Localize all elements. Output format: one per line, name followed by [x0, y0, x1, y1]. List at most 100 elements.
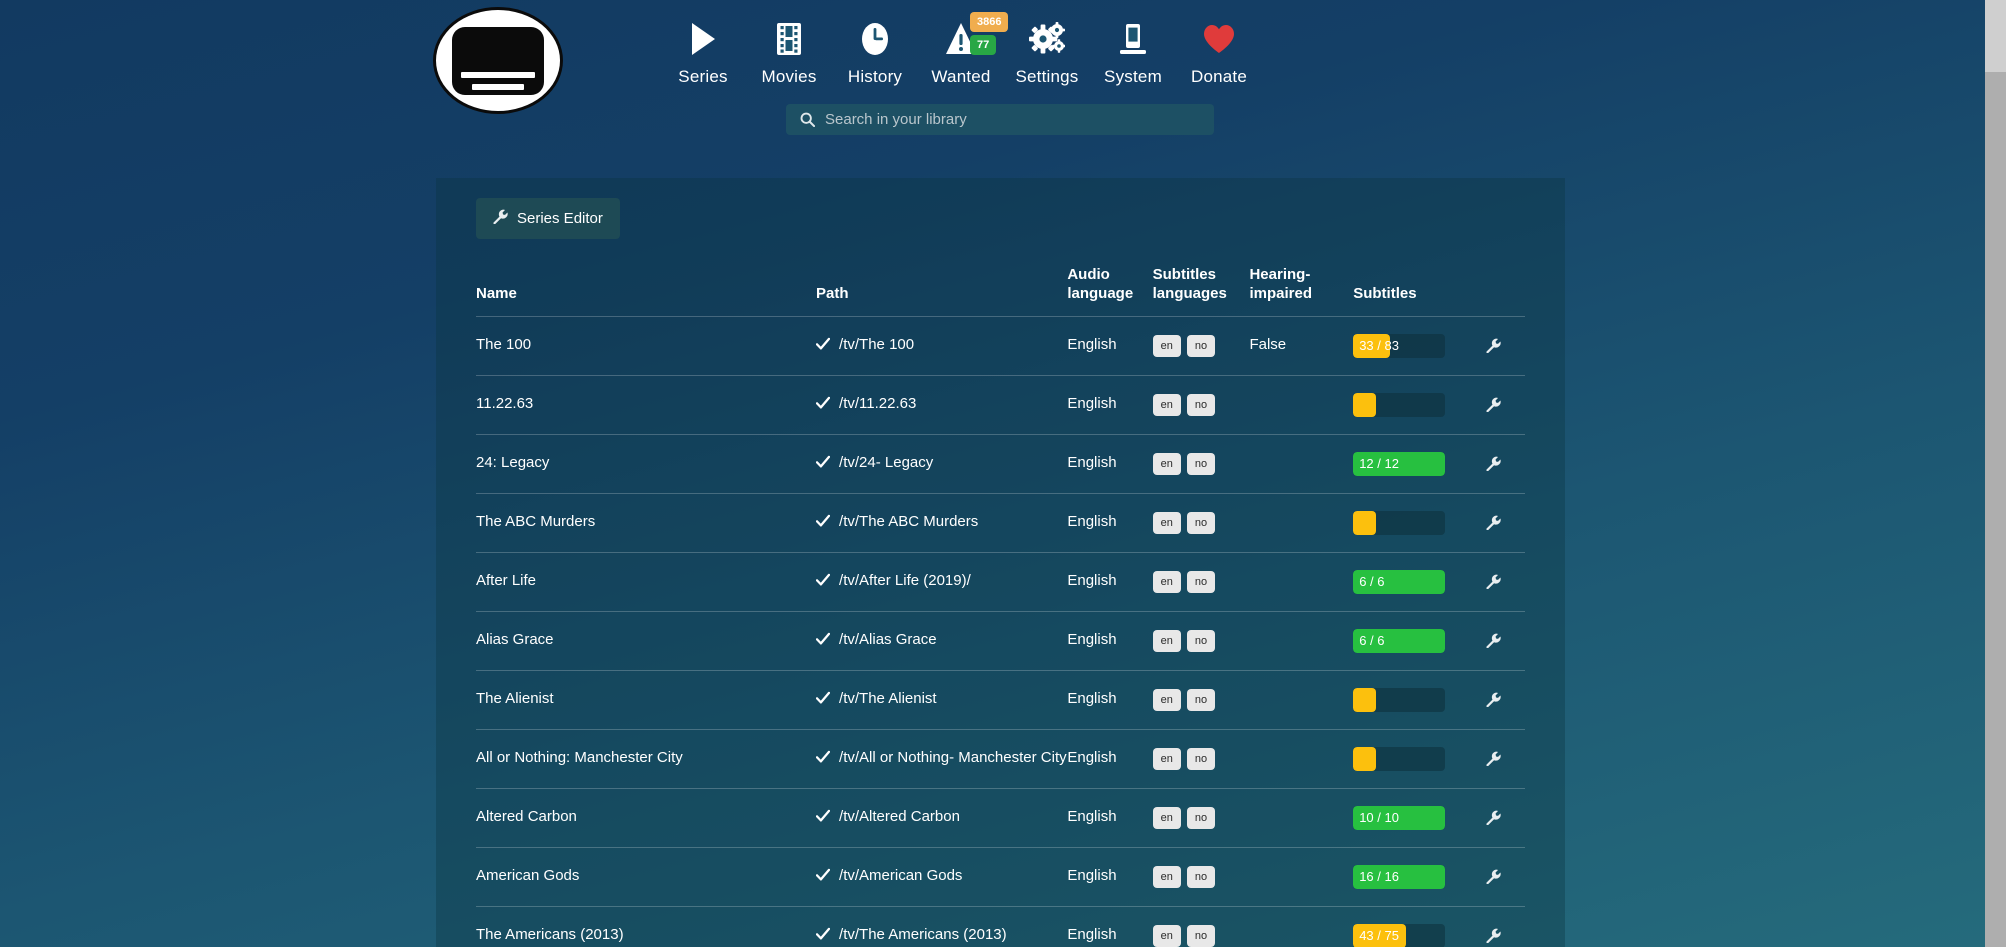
cell-subtitles-progress[interactable]: [1353, 669, 1486, 729]
nav-item-system[interactable]: System: [1090, 18, 1176, 87]
table-row[interactable]: The Americans (2013) /tv/The Americans (…: [476, 905, 1525, 947]
subtitle-language-pill[interactable]: no: [1186, 806, 1216, 829]
path-text: /tv/The Alienist: [839, 690, 937, 708]
cell-subtitles-progress[interactable]: 43 / 75: [1353, 905, 1486, 947]
cell-subtitles-progress[interactable]: 33 / 83: [1353, 315, 1486, 375]
subtitle-language-pill[interactable]: en: [1152, 688, 1181, 711]
cell-subtitles-languages: en no: [1152, 610, 1250, 670]
table-row[interactable]: Alias Grace /tv/Alias Grace English en no …: [476, 610, 1525, 670]
page-scrollbar[interactable]: [1985, 0, 2006, 947]
table-row[interactable]: All or Nothing: Manchester City /tv/All …: [476, 728, 1525, 788]
bazarr-logo[interactable]: [433, 7, 563, 114]
column-header-audio-language[interactable]: Audio language: [1067, 266, 1134, 302]
nav-item-movies[interactable]: Movies: [746, 18, 832, 87]
subtitle-language-pill[interactable]: en: [1152, 865, 1181, 888]
subtitle-language-pill[interactable]: en: [1152, 570, 1181, 593]
subtitle-language-pill[interactable]: no: [1186, 393, 1216, 416]
column-header-name[interactable]: Name: [476, 284, 517, 302]
page-scrollbar-thumb[interactable]: [1985, 0, 2006, 72]
row-edit-wrench-icon[interactable]: [1486, 633, 1501, 648]
subtitle-language-pill[interactable]: no: [1186, 452, 1216, 475]
subtitle-language-pill[interactable]: no: [1186, 747, 1216, 770]
row-edit-wrench-icon[interactable]: [1486, 810, 1501, 825]
subtitle-language-pill[interactable]: en: [1152, 393, 1181, 416]
subtitle-language-pill[interactable]: no: [1186, 511, 1216, 534]
table-row[interactable]: The ABC Murders /tv/The ABC Murders Engl…: [476, 492, 1525, 552]
cell-actions: [1485, 551, 1525, 611]
cell-subtitles-progress[interactable]: [1353, 374, 1486, 434]
nav-item-history[interactable]: History: [832, 18, 918, 87]
row-edit-wrench-icon[interactable]: [1486, 338, 1501, 353]
cell-actions: [1485, 669, 1525, 729]
row-edit-wrench-icon[interactable]: [1486, 928, 1501, 943]
table-row[interactable]: The Alienist /tv/The Alienist English en n…: [476, 669, 1525, 729]
search-icon: [800, 112, 815, 127]
cell-hearing-impaired: [1249, 728, 1354, 788]
nav-item-donate[interactable]: Donate: [1176, 18, 1262, 87]
table-row[interactable]: American Gods /tv/American Gods English e…: [476, 846, 1525, 906]
row-edit-wrench-icon[interactable]: [1486, 515, 1501, 530]
cell-path: /tv/24- Legacy: [816, 433, 1068, 493]
subtitle-language-pill[interactable]: no: [1186, 924, 1216, 947]
wanted-badges: 3866 77: [970, 12, 1009, 55]
subtitle-language-pill[interactable]: no: [1186, 688, 1216, 711]
search-input[interactable]: [825, 104, 1214, 135]
wrench-icon: [493, 209, 508, 228]
subtitle-language-pill[interactable]: en: [1152, 452, 1181, 475]
subtitles-progress-label: 6 / 6: [1359, 633, 1385, 648]
row-edit-wrench-icon[interactable]: [1486, 397, 1501, 412]
series-editor-button[interactable]: Series Editor: [476, 198, 620, 239]
column-header-subtitles[interactable]: Subtitles: [1353, 284, 1417, 302]
table-row[interactable]: Altered Carbon /tv/Altered Carbon Englis…: [476, 787, 1525, 847]
column-header-subtitles-languages[interactable]: Subtitles languages: [1152, 266, 1227, 302]
cell-subtitles-progress[interactable]: 6 / 6: [1353, 551, 1486, 611]
subtitles-progress-fill: 12 / 12: [1353, 451, 1446, 476]
check-icon: [816, 927, 831, 941]
nav-item-settings[interactable]: Settings: [1004, 18, 1090, 87]
subtitle-language-pill[interactable]: en: [1152, 747, 1181, 770]
row-edit-wrench-icon[interactable]: [1486, 692, 1501, 707]
cell-audio-language: English: [1067, 315, 1153, 375]
row-edit-wrench-icon[interactable]: [1486, 869, 1501, 884]
cell-name: Altered Carbon: [476, 787, 817, 847]
subtitles-progress-bar: 12 / 12: [1353, 451, 1446, 476]
cell-actions: [1485, 315, 1525, 375]
nav-label-donate: Donate: [1190, 67, 1248, 86]
cell-subtitles-progress[interactable]: 16 / 16: [1353, 846, 1486, 906]
row-edit-wrench-icon[interactable]: [1486, 574, 1501, 589]
table-row[interactable]: 24: Legacy /tv/24- Legacy English en no 12…: [476, 433, 1525, 493]
logo-screen-shape: [452, 26, 544, 95]
column-header-path[interactable]: Path: [816, 284, 849, 302]
nav-item-series[interactable]: Series: [660, 18, 746, 87]
subtitle-language-pill[interactable]: no: [1186, 334, 1216, 357]
table-row[interactable]: The 100 /tv/The 100 English en no False 33 …: [476, 315, 1525, 375]
check-icon: [816, 573, 831, 587]
cell-subtitles-progress[interactable]: 10 / 10: [1353, 787, 1486, 847]
subtitles-progress-fill: 10 / 10: [1353, 805, 1446, 830]
subtitle-language-pill[interactable]: no: [1186, 865, 1216, 888]
subtitle-language-pill[interactable]: no: [1186, 570, 1216, 593]
subtitle-language-pill[interactable]: en: [1152, 924, 1181, 947]
table-header: Name Path Audio language Subtitles langu…: [476, 266, 1525, 316]
subtitle-language-pill[interactable]: no: [1186, 629, 1216, 652]
row-edit-wrench-icon[interactable]: [1486, 751, 1501, 766]
subtitles-progress-bar: [1353, 746, 1446, 771]
panel-toolbar: Series Editor: [436, 178, 1565, 239]
table-row[interactable]: After Life /tv/After Life (2019)/ Englis…: [476, 551, 1525, 611]
subtitle-language-pill[interactable]: en: [1152, 511, 1181, 534]
cell-subtitles-progress[interactable]: [1353, 728, 1486, 788]
cell-name: American Gods: [476, 846, 817, 906]
check-icon: [816, 868, 831, 882]
search-bar[interactable]: [786, 104, 1214, 135]
subtitle-language-pill[interactable]: en: [1152, 334, 1181, 357]
table-row[interactable]: 11.22.63 /tv/11.22.63 English en no: [476, 374, 1525, 434]
cell-path: /tv/The Americans (2013): [816, 905, 1068, 947]
column-header-hearing-impaired[interactable]: Hearing-impaired: [1249, 266, 1312, 302]
cell-subtitles-progress[interactable]: 12 / 12: [1353, 433, 1486, 493]
subtitle-language-pill[interactable]: en: [1152, 629, 1181, 652]
subtitle-language-pill[interactable]: en: [1152, 806, 1181, 829]
cell-subtitles-progress[interactable]: 6 / 6: [1353, 610, 1486, 670]
nav-item-wanted[interactable]: 3866 77 Wanted: [918, 12, 1009, 87]
cell-subtitles-progress[interactable]: [1353, 492, 1486, 552]
row-edit-wrench-icon[interactable]: [1486, 456, 1501, 471]
